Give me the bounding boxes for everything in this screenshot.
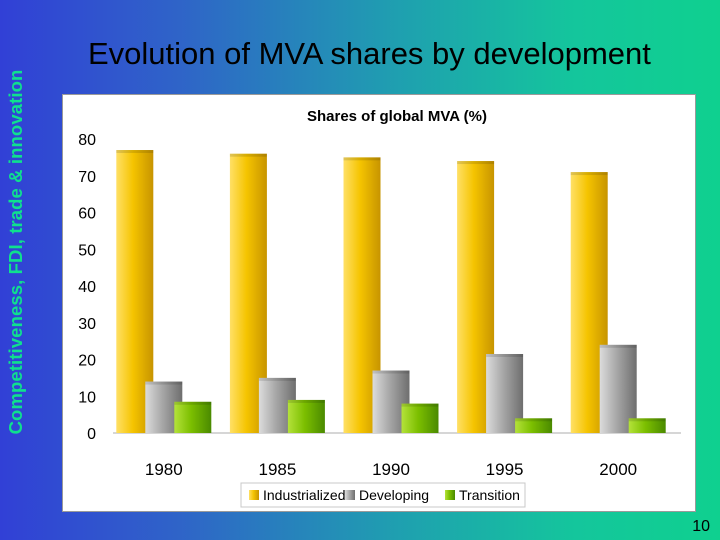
bar-transition-1985 [287,399,325,433]
bar-transition-1990 [401,403,439,433]
side-caption-text: Competitiveness, FDI, trade & innovation [5,69,26,435]
bar-top-shade [116,150,154,154]
bar-top-shade [372,370,410,374]
legend-swatch-developing [345,490,355,500]
bar-top-shade [343,157,381,161]
bars-layer [116,150,666,434]
bar-top-shade [174,401,212,405]
bar-transition-1980 [174,401,212,433]
legend-swatch-transition [445,490,455,500]
side-caption: Competitiveness, FDI, trade & innovation [0,0,32,540]
slide-title: Evolution of MVA shares by development [88,36,651,71]
bar-top-shade [515,418,553,422]
x-tick-label: 1990 [372,460,410,479]
bar-top-shade [145,381,183,385]
legend-label-transition: Transition [459,487,520,503]
y-tick-label: 40 [78,279,96,296]
bar-top-shade [457,161,495,165]
bar-top-shade [258,377,296,381]
bar-transition-1995 [515,418,553,433]
bar-chart: Shares of global MVA (%) 0 10 20 30 40 50 60 70… [78,108,681,508]
x-tick-label: 1985 [258,460,296,479]
y-tick-label: 50 [78,242,96,259]
y-tick-label: 80 [78,132,96,149]
chart-title: Shares of global MVA (%) [307,108,487,125]
bar-transition-2000 [628,418,666,433]
x-tick-label: 1980 [145,460,183,479]
bar-top-shade [229,153,267,157]
legend-box [240,482,526,508]
y-tick-label: 20 [78,353,96,370]
bar-top-shade [486,353,524,357]
chart-panel: Shares of global MVA (%) 0 10 20 30 40 50 60 70… [62,94,696,512]
legend-label-industrialized: Industrialized [263,487,346,503]
x-tick-label: 1995 [486,460,524,479]
bar-top-shade [628,418,666,422]
legend: Industrialized Developing Transition [240,482,526,508]
bar-top-shade [401,403,439,407]
legend-label-developing: Developing [359,487,429,503]
y-tick-label: 30 [78,316,96,333]
x-tick-layer: 1980 1985 1990 1995 2000 [145,460,637,479]
bar-top-shade [570,172,608,176]
y-tick-label: 60 [78,206,96,223]
legend-swatch-industrialized [249,490,259,500]
y-tick-label: 0 [87,426,96,443]
y-tick-label: 70 [78,169,96,186]
x-tick-label: 2000 [599,460,637,479]
page-number: 10 [692,518,710,535]
bar-top-shade [287,399,325,403]
y-tick-label: 10 [78,389,96,406]
bar-top-shade [599,344,637,348]
